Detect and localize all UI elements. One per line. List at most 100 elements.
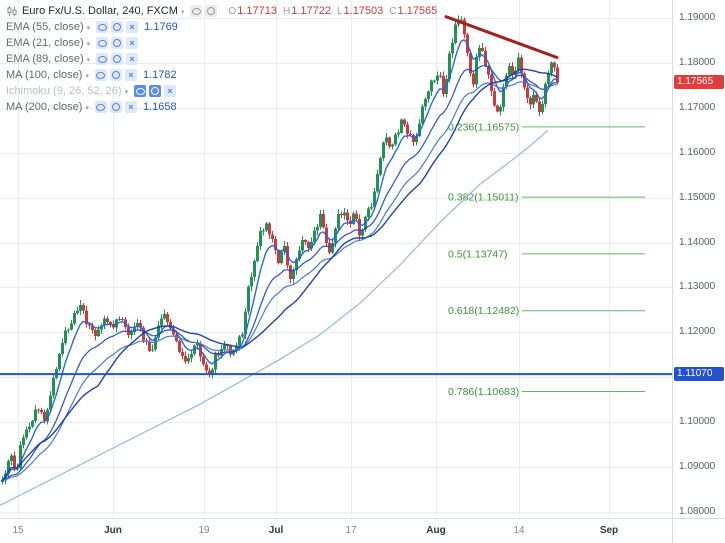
series-title[interactable]: Euro Fx/U.S. Dollar, 240, FXCM xyxy=(22,5,178,17)
chevron-down-icon[interactable]: ▾ xyxy=(86,24,91,32)
indicator-value: 1.1658 xyxy=(142,101,177,113)
low-label: L xyxy=(336,6,343,17)
fib-level-label: 0.786(1.10683) xyxy=(448,386,519,398)
fib-retracement[interactable]: 0.236(1.16575) 0.382(1.15011) 0.5(1.13747)… xyxy=(448,121,645,398)
indicator-row: Ichimoku (9, 26, 52, 26) ▾ × xyxy=(6,83,437,99)
last-price-badge: 1.17565 xyxy=(674,75,724,90)
indicator-remove-button[interactable]: × xyxy=(126,21,139,33)
price-axis-label: 1.15000 xyxy=(679,191,716,203)
eye-icon xyxy=(135,87,145,95)
close-icon: × xyxy=(128,69,134,80)
gear-icon xyxy=(151,87,160,95)
indicator-eye-button[interactable] xyxy=(96,21,109,33)
close-value: 1.17565 xyxy=(397,5,438,17)
ohlc-readout: O 1.17713 H 1.17722 L 1.17503 C 1.17565 xyxy=(222,5,437,17)
time-axis-label: 17 xyxy=(345,525,357,536)
indicator-settings-button[interactable] xyxy=(109,69,122,81)
price-axis-label: 1.12000 xyxy=(679,326,716,338)
open-value: 1.17713 xyxy=(237,5,277,17)
close-icon: × xyxy=(129,53,135,64)
series-settings-button[interactable] xyxy=(205,5,218,17)
trendline-drawing[interactable] xyxy=(444,15,559,59)
close-icon: × xyxy=(129,21,135,32)
time-axis-label: 19 xyxy=(198,525,210,536)
gear-icon xyxy=(111,103,120,111)
price-axis-label: 1.13000 xyxy=(679,281,716,293)
indicator-eye-button[interactable] xyxy=(94,69,107,81)
eye-icon xyxy=(96,103,106,111)
indicator-settings-button[interactable] xyxy=(149,85,162,97)
price-axis-label: 1.10000 xyxy=(679,416,716,428)
legend: Euro Fx/U.S. Dollar, 240, FXCM ▾ O 1.1771… xyxy=(6,3,437,115)
candles-series xyxy=(1,15,559,485)
indicator-remove-button[interactable]: × xyxy=(126,53,139,65)
price-axis-label: 1.17000 xyxy=(679,101,716,113)
indicator-eye-button[interactable] xyxy=(96,53,109,65)
time-axis-label: Jun xyxy=(104,525,122,536)
indicator-eye-button[interactable] xyxy=(134,85,147,97)
indicator-eye-button[interactable] xyxy=(94,101,107,113)
indicator-name[interactable]: MA (100, close) xyxy=(6,69,83,81)
indicator-legend: EMA (55, close) ▾ × 1.1769 EMA (21, close) ▾ ×… xyxy=(6,19,437,115)
chevron-down-icon[interactable]: ▾ xyxy=(124,88,129,96)
moving-average-lines xyxy=(1,39,558,482)
indicator-remove-button[interactable]: × xyxy=(164,85,177,97)
indicator-remove-button[interactable]: × xyxy=(126,37,139,49)
indicator-row: MA (200, close) ▾ × 1.1658 xyxy=(6,99,437,115)
close-label: C xyxy=(389,6,397,17)
high-value: 1.17722 xyxy=(291,5,331,17)
close-icon: × xyxy=(128,101,134,112)
indicator-row: EMA (21, close) ▾ × xyxy=(6,35,437,51)
axis-corner xyxy=(672,518,725,543)
ma200-line xyxy=(0,129,549,506)
series-legend-row: Euro Fx/U.S. Dollar, 240, FXCM ▾ O 1.1771… xyxy=(6,3,437,19)
indicator-name[interactable]: EMA (21, close) xyxy=(6,37,84,49)
chevron-down-icon[interactable]: ▾ xyxy=(85,104,89,112)
time-axis[interactable]: 15 Jun 19 Jul 17 Aug 14 Sep xyxy=(0,518,672,543)
indicator-settings-button[interactable] xyxy=(109,101,122,113)
chevron-down-icon[interactable]: ▾ xyxy=(86,40,91,48)
eye-icon xyxy=(97,23,107,31)
candlestick-style-icon[interactable] xyxy=(6,5,18,17)
indicator-settings-button[interactable] xyxy=(111,21,124,33)
indicator-value: 1.1769 xyxy=(144,21,178,33)
gear-icon xyxy=(111,71,120,79)
indicator-name[interactable]: Ichimoku (9, 26, 52, 26) xyxy=(6,85,122,97)
indicator-remove-button[interactable]: × xyxy=(124,101,137,113)
indicator-value: 1.1782 xyxy=(142,69,177,81)
price-axis[interactable]: 1.19000 1.18000 1.17000 1.16000 1.15000 1.140… xyxy=(672,0,725,518)
fib-level-label: 0.236(1.16575) xyxy=(448,121,519,133)
chevron-down-icon[interactable]: ▾ xyxy=(85,72,89,80)
indicator-settings-button[interactable] xyxy=(111,37,124,49)
open-label: O xyxy=(228,6,237,17)
eye-icon xyxy=(191,7,201,15)
indicator-settings-button[interactable] xyxy=(111,53,124,65)
ema-55-line xyxy=(1,65,558,482)
price-chart-plot[interactable]: 0.236(1.16575) 0.382(1.15011) 0.5(1.13747)… xyxy=(0,0,673,518)
ema-89-line xyxy=(1,81,558,482)
eye-icon xyxy=(97,55,107,63)
indicator-remove-button[interactable]: × xyxy=(124,69,137,81)
high-label: H xyxy=(282,6,291,17)
gear-icon xyxy=(207,7,216,15)
indicator-name[interactable]: MA (200, close) xyxy=(6,101,83,113)
indicator-name[interactable]: EMA (55, close) xyxy=(6,21,84,33)
eye-icon xyxy=(96,71,106,79)
indicator-row: MA (100, close) ▾ × 1.1782 xyxy=(6,67,437,83)
gear-icon xyxy=(113,39,122,47)
series-eye-button[interactable] xyxy=(190,5,203,17)
close-icon: × xyxy=(129,37,135,48)
gear-icon xyxy=(113,55,122,63)
ma-100-line xyxy=(1,68,558,482)
time-axis-label: Sep xyxy=(599,525,619,536)
time-axis-label: Jul xyxy=(268,525,284,536)
indicator-name[interactable]: EMA (89, close) xyxy=(6,53,84,65)
ema-21-line xyxy=(1,39,558,482)
chevron-down-icon[interactable]: ▾ xyxy=(180,8,185,16)
time-axis-label: 14 xyxy=(513,525,525,536)
price-axis-label: 1.16000 xyxy=(679,146,716,158)
price-axis-label: 1.14000 xyxy=(679,236,716,248)
indicator-eye-button[interactable] xyxy=(96,37,109,49)
chevron-down-icon[interactable]: ▾ xyxy=(86,56,91,64)
